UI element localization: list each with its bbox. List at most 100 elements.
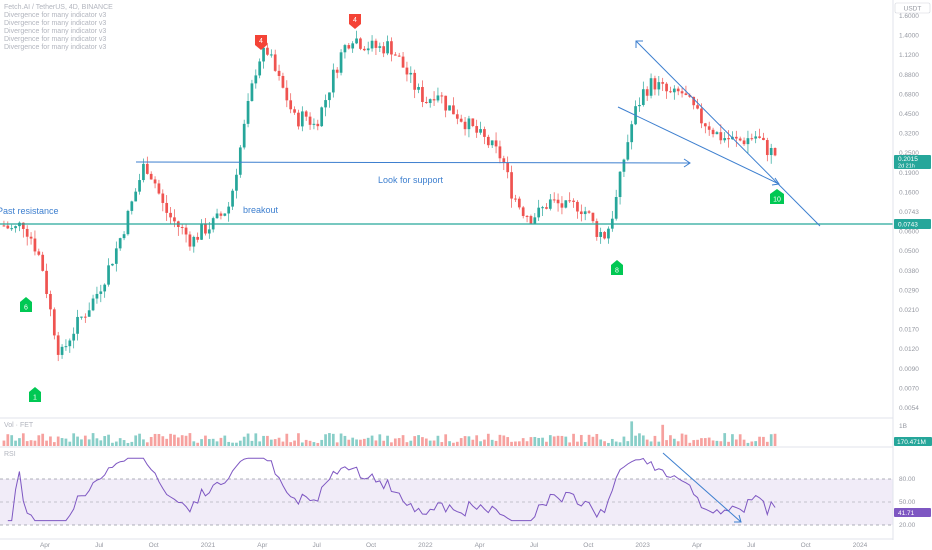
signal-marker[interactable]: 10 [770, 189, 784, 204]
volume-bar [316, 442, 320, 446]
volume-bar [258, 441, 262, 446]
rsi-title: RSI [4, 451, 16, 458]
volume-bar [277, 437, 281, 446]
candle-body [471, 118, 475, 127]
signal-marker[interactable]: 4 [255, 35, 267, 50]
volume-bar [41, 433, 45, 446]
candle-body [300, 111, 304, 127]
volume-bar [556, 435, 560, 446]
candle-body [134, 191, 138, 202]
volume-bar [506, 437, 510, 446]
volume-current-badge [894, 437, 932, 446]
candle-body [715, 132, 719, 135]
trendlines[interactable] [135, 40, 821, 227]
volume-bar [715, 440, 719, 446]
downtrend-line-upper[interactable] [635, 40, 821, 227]
signal-marker[interactable]: 1 [29, 387, 41, 402]
candle-body [742, 140, 746, 145]
candle-body [273, 54, 277, 71]
candle-body [583, 211, 587, 215]
volume-bar [467, 436, 471, 446]
volume-bar [742, 439, 746, 446]
currency-box[interactable] [894, 2, 931, 14]
volume-bar [727, 441, 730, 446]
downtrend-line-lower[interactable] [617, 106, 780, 185]
signal-shape [349, 14, 361, 29]
breakout-label: breakout [243, 205, 279, 215]
signal-marker[interactable]: 6 [20, 297, 32, 312]
volume-bar [754, 441, 758, 446]
volume-bar [676, 441, 680, 446]
candle-body [173, 217, 176, 222]
volume-bar [196, 442, 200, 446]
volume-bar [479, 441, 482, 446]
price-axis[interactable]: USDT 1.6000 1.4000 1.1200 0.8800 0.6800 0.450… [892, 0, 932, 540]
time-tick-label: Jul [747, 542, 756, 549]
volume-bar [657, 441, 661, 446]
volume-bar [552, 436, 556, 446]
volume-bar [746, 442, 750, 446]
candle-body [324, 100, 327, 108]
volume-bar [76, 436, 79, 446]
candle-body [409, 72, 413, 75]
volume-bar [738, 434, 742, 446]
volume-bar [347, 439, 351, 446]
candle-body [719, 132, 723, 141]
volume-bar [486, 433, 490, 446]
volume-bar [587, 434, 591, 446]
candle-body [6, 225, 10, 229]
candle-body [72, 333, 76, 341]
volume-bar [138, 433, 141, 446]
volume-bar [72, 433, 76, 446]
volume-bar [157, 434, 161, 446]
volume-bar [331, 433, 335, 446]
time-tick-label: Jul [313, 542, 322, 549]
rsi-level-label: 80.00 [899, 476, 916, 483]
candle-body [711, 129, 715, 135]
arrow-head [683, 158, 691, 168]
candle-body [153, 179, 157, 184]
candle-body [386, 41, 389, 54]
candle-body [56, 335, 60, 355]
signal-marker[interactable]: 8 [611, 260, 623, 275]
rsi-divergence-line[interactable] [662, 452, 742, 523]
candle-body [45, 270, 48, 294]
candle-body [630, 124, 634, 143]
volume-bar [529, 437, 533, 446]
volume-bar [145, 442, 149, 446]
candle-body [161, 193, 165, 203]
candle-body [401, 56, 405, 68]
signal-shape [770, 189, 784, 204]
volume-bar [111, 442, 114, 446]
candle-body [405, 67, 409, 75]
candle-body [370, 40, 374, 49]
signal-marker[interactable]: 4 [349, 14, 361, 29]
candle-body [80, 316, 83, 318]
signal-shape [255, 35, 267, 50]
candle-body [64, 346, 68, 348]
candle-body [200, 223, 203, 240]
candle-body [99, 291, 103, 294]
candle-body [266, 47, 269, 55]
candle-body [649, 78, 653, 96]
look-for-support-arrow[interactable] [135, 161, 691, 164]
support-price-badge [894, 219, 931, 229]
volume-bar [440, 442, 444, 446]
candle-body [413, 72, 417, 90]
volume-bar [134, 435, 138, 446]
candle-body [537, 207, 541, 218]
candle-body [157, 183, 161, 194]
volume-bar [153, 433, 157, 446]
volume-bar [448, 441, 451, 446]
signal-shape [611, 260, 623, 275]
signal-label: 4 [353, 17, 357, 24]
price-tick-label: 0.4500 [899, 111, 919, 118]
volume-bar [444, 434, 448, 446]
volume-bar [370, 435, 374, 446]
volume-bar [374, 440, 378, 446]
candle-body [312, 123, 316, 125]
time-axis[interactable]: Apr Jul Oct 2021 Apr Jul Oct 2022 Apr Jul Oct 2023 A… [0, 538, 893, 549]
candle-body [773, 148, 777, 156]
time-tick-label: Apr [40, 542, 51, 549]
